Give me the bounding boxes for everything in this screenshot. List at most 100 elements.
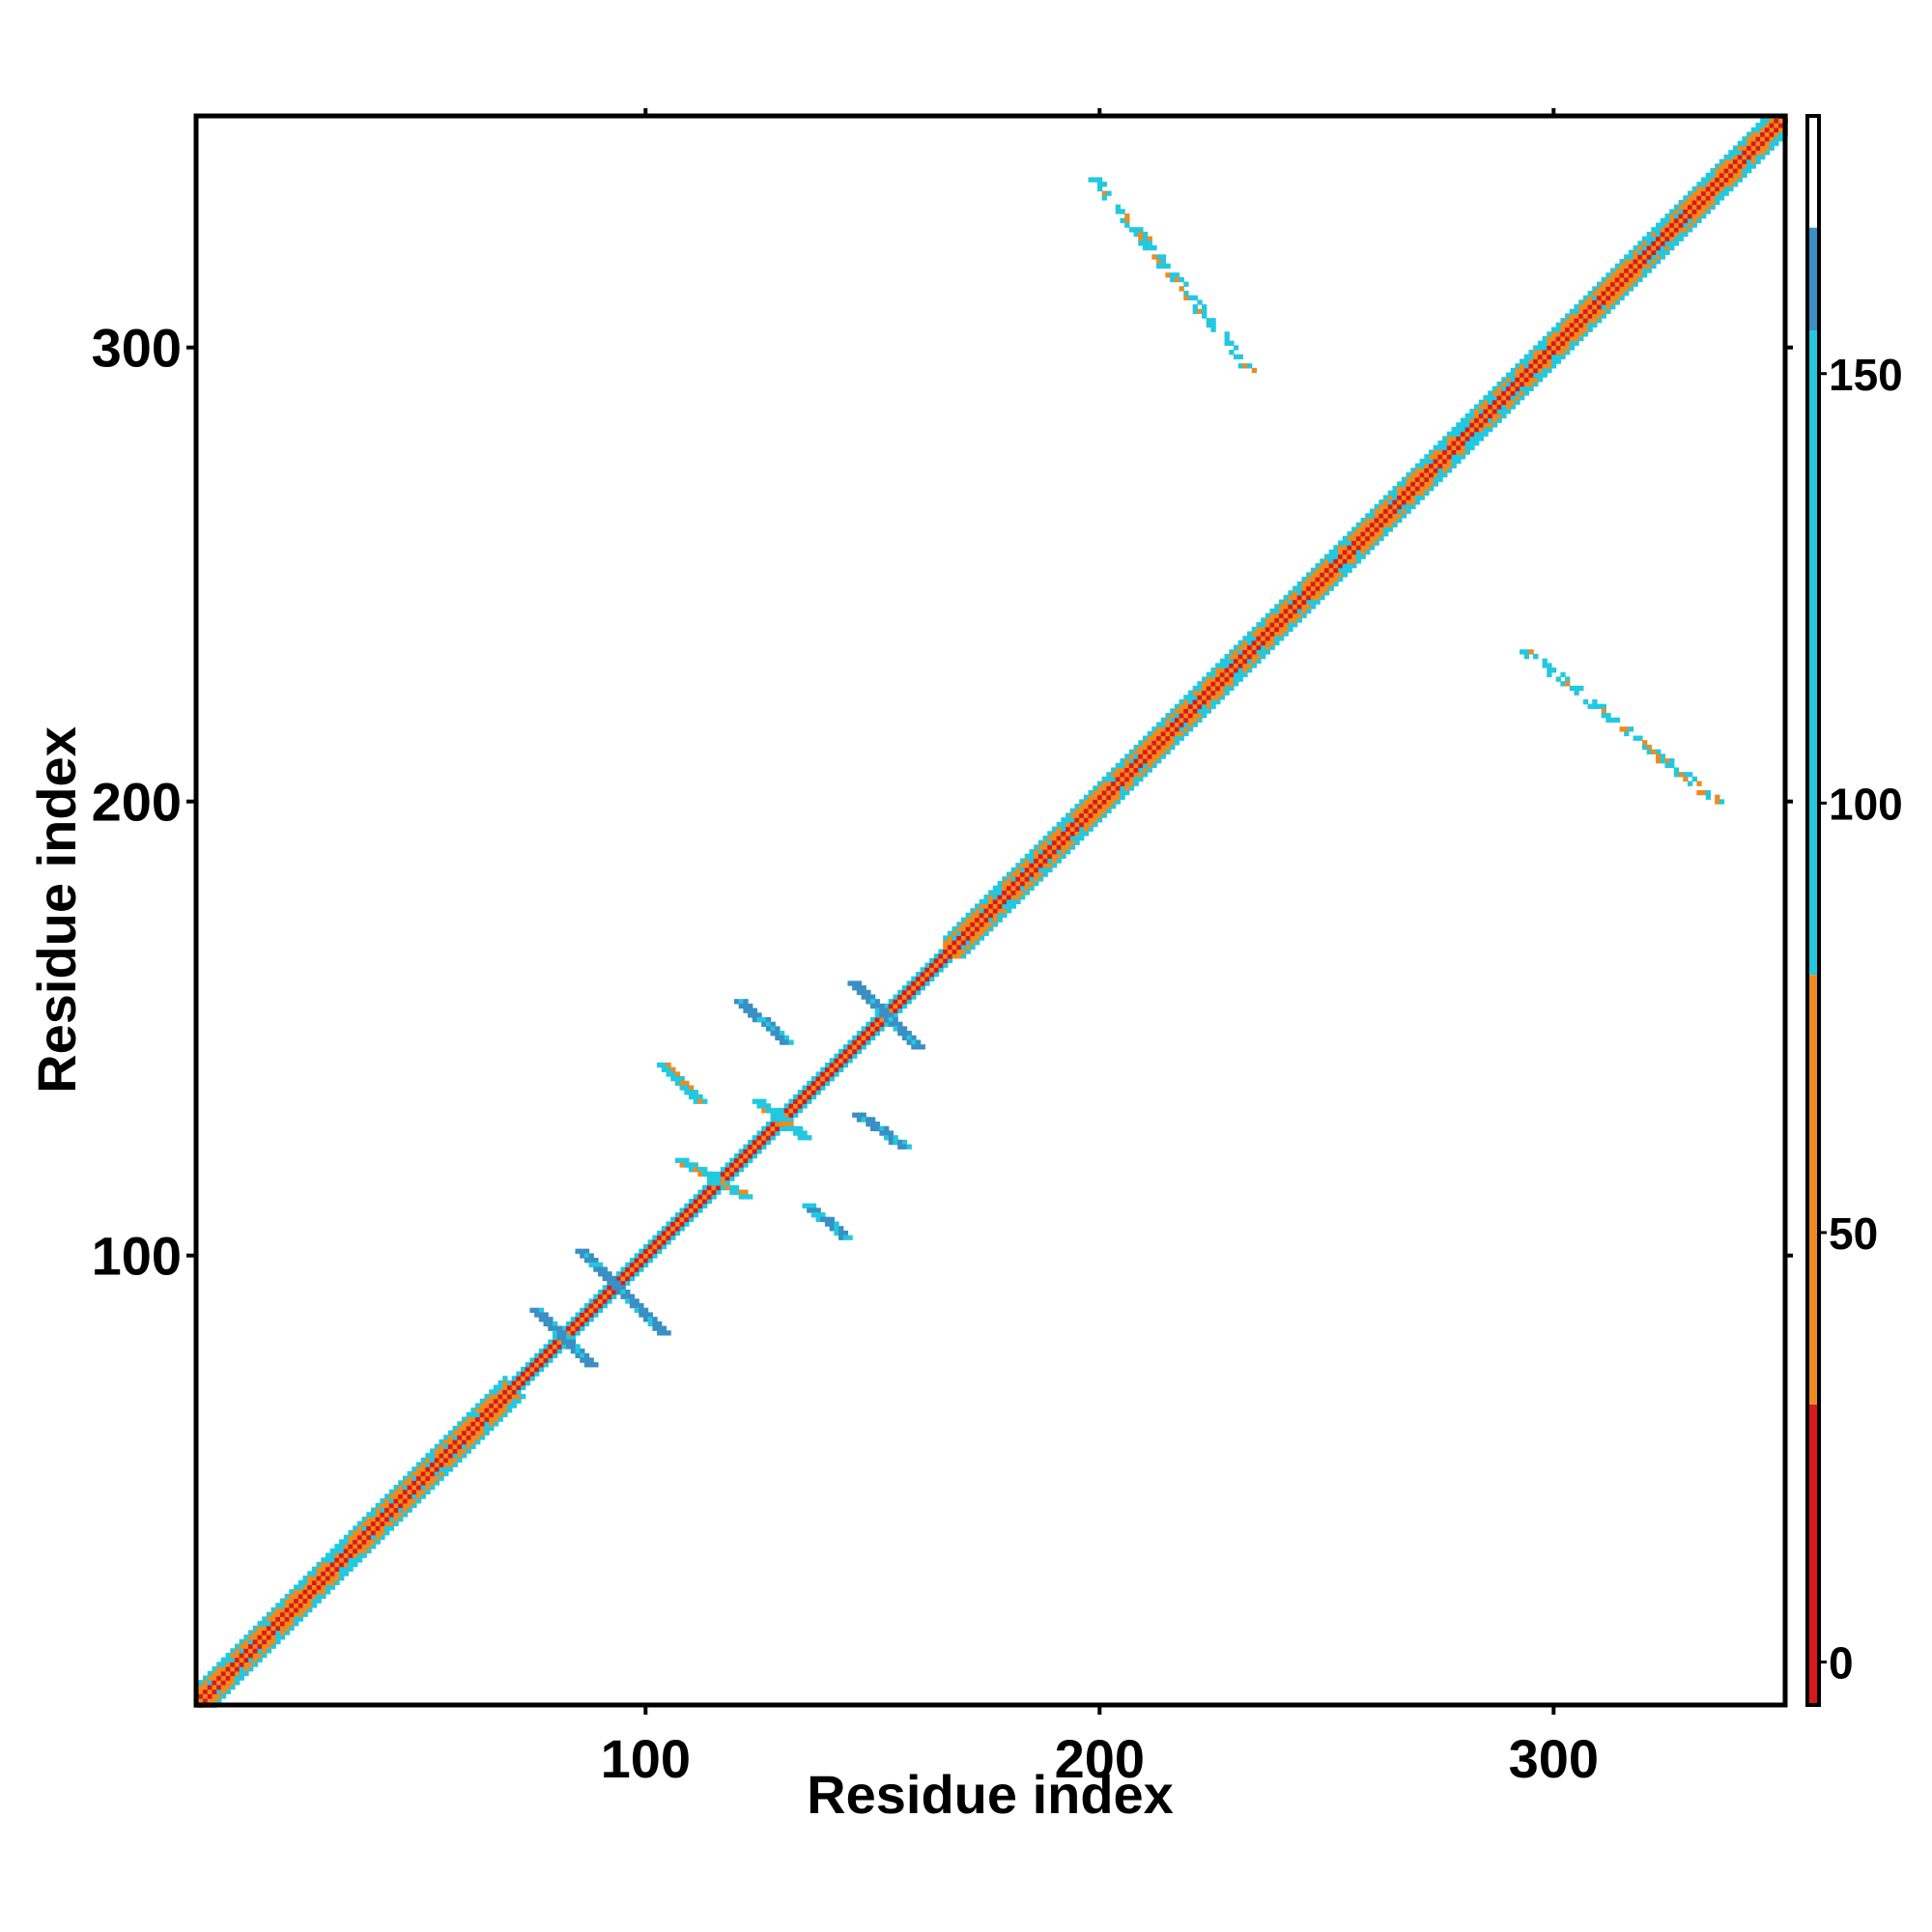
heatmap-cell bbox=[1505, 404, 1512, 410]
heatmap-cell bbox=[661, 1239, 668, 1245]
heatmap-cell bbox=[1547, 668, 1552, 673]
heatmap-cell bbox=[879, 1130, 885, 1136]
heatmap-cell bbox=[1338, 558, 1344, 564]
heatmap-cell bbox=[1269, 639, 1275, 646]
heatmap-cell bbox=[1755, 154, 1761, 160]
heatmap-cell bbox=[729, 1176, 735, 1181]
heatmap-cell bbox=[412, 1485, 417, 1491]
heatmap-cell bbox=[339, 1544, 345, 1549]
heatmap-cell bbox=[1755, 123, 1761, 128]
heatmap-cell bbox=[684, 1216, 690, 1223]
heatmap-cell bbox=[1088, 821, 1094, 828]
heatmap-cell bbox=[770, 1021, 776, 1027]
heatmap-cell bbox=[1111, 776, 1117, 782]
heatmap-cell bbox=[897, 989, 903, 996]
heatmap-cell bbox=[1442, 440, 1448, 446]
heatmap-cell bbox=[447, 1430, 454, 1435]
heatmap-cell bbox=[1569, 308, 1576, 315]
heatmap-cell bbox=[1750, 154, 1757, 160]
heatmap-cell bbox=[1691, 222, 1697, 228]
heatmap-cell bbox=[607, 1298, 612, 1304]
heatmap-cell bbox=[1574, 318, 1579, 324]
heatmap-cell bbox=[1296, 594, 1303, 601]
heatmap-cell bbox=[652, 1325, 658, 1331]
heatmap-cell bbox=[1624, 263, 1630, 270]
heatmap-cell bbox=[720, 1176, 726, 1181]
heatmap-cell bbox=[1224, 676, 1230, 682]
heatmap-cell bbox=[1705, 209, 1712, 214]
heatmap-cell bbox=[661, 1226, 668, 1232]
heatmap-cell bbox=[1206, 695, 1212, 700]
heatmap-cell bbox=[1251, 639, 1258, 646]
heatmap-cell bbox=[602, 1285, 608, 1291]
heatmap-cell bbox=[1310, 590, 1317, 596]
heatmap-cell bbox=[1719, 168, 1725, 174]
heatmap-cell bbox=[1537, 350, 1544, 355]
heatmap-cell bbox=[970, 917, 976, 923]
heatmap-cell bbox=[525, 1362, 531, 1368]
heatmap-cell bbox=[1229, 671, 1235, 678]
heatmap-cell bbox=[420, 1480, 426, 1486]
heatmap-cell bbox=[552, 1334, 558, 1341]
heatmap-cell bbox=[1414, 463, 1421, 469]
heatmap-cell bbox=[1610, 295, 1616, 300]
heatmap-cell bbox=[674, 1226, 681, 1232]
heatmap-cell bbox=[334, 1548, 340, 1554]
heatmap-cell bbox=[1483, 409, 1489, 414]
heatmap-cell bbox=[538, 1312, 545, 1318]
heatmap-cell bbox=[1464, 440, 1470, 446]
heatmap-cell bbox=[1124, 217, 1130, 224]
heatmap-cell bbox=[353, 1561, 358, 1568]
heatmap-cell bbox=[353, 1552, 358, 1558]
heatmap-cell bbox=[1128, 772, 1135, 778]
heatmap-cell bbox=[1320, 581, 1325, 587]
heatmap-cell bbox=[1015, 871, 1021, 877]
heatmap-cell bbox=[1315, 572, 1321, 578]
heatmap-cell bbox=[479, 1416, 486, 1422]
heatmap-cell bbox=[1582, 322, 1589, 328]
heatmap-cell bbox=[775, 1112, 781, 1118]
heatmap-cell bbox=[1542, 663, 1548, 668]
heatmap-cell bbox=[489, 1425, 495, 1432]
heatmap-cell bbox=[970, 940, 976, 946]
heatmap-cell bbox=[861, 1026, 867, 1032]
heatmap-cell bbox=[502, 1411, 508, 1418]
heatmap-cell bbox=[1264, 622, 1271, 628]
heatmap-cell bbox=[1301, 581, 1307, 587]
heatmap-cell bbox=[938, 962, 944, 968]
heatmap-cell bbox=[1578, 331, 1584, 337]
heatmap-cell bbox=[212, 1689, 217, 1694]
heatmap-cell bbox=[970, 912, 976, 919]
heatmap-cell bbox=[838, 1058, 844, 1064]
heatmap-cell bbox=[960, 953, 967, 959]
heatmap-cell bbox=[1732, 158, 1739, 164]
heatmap-cell bbox=[1247, 363, 1253, 369]
x-tick-label: 200 bbox=[1055, 1728, 1145, 1789]
heatmap-cell bbox=[1187, 726, 1194, 732]
heatmap-cell bbox=[829, 1058, 835, 1064]
heatmap-cell bbox=[1641, 241, 1648, 246]
heatmap-cell bbox=[1051, 853, 1058, 860]
heatmap-cell bbox=[1179, 730, 1184, 737]
heatmap-cell bbox=[1646, 249, 1652, 255]
heatmap-cell bbox=[684, 1090, 690, 1095]
heatmap-cell bbox=[289, 1606, 295, 1613]
heatmap-cell bbox=[1147, 740, 1152, 746]
heatmap-cell bbox=[420, 1485, 426, 1491]
heatmap-cell bbox=[1015, 898, 1021, 905]
heatmap-cell bbox=[1664, 236, 1670, 242]
heatmap-cell bbox=[1219, 681, 1226, 687]
heatmap-cell bbox=[1283, 599, 1289, 605]
heatmap-cell bbox=[847, 1058, 853, 1064]
heatmap-cell bbox=[497, 1379, 503, 1386]
heatmap-cell bbox=[252, 1638, 259, 1645]
heatmap-cell bbox=[861, 1117, 867, 1122]
heatmap-cell bbox=[561, 1334, 567, 1341]
heatmap-cell bbox=[952, 953, 957, 959]
heatmap-cell bbox=[1187, 695, 1194, 700]
heatmap-cell bbox=[1769, 123, 1775, 128]
heatmap-cell bbox=[743, 1144, 749, 1150]
heatmap-cell bbox=[1547, 335, 1552, 342]
heatmap-cell bbox=[639, 1312, 644, 1318]
heatmap-cell bbox=[661, 1243, 668, 1250]
